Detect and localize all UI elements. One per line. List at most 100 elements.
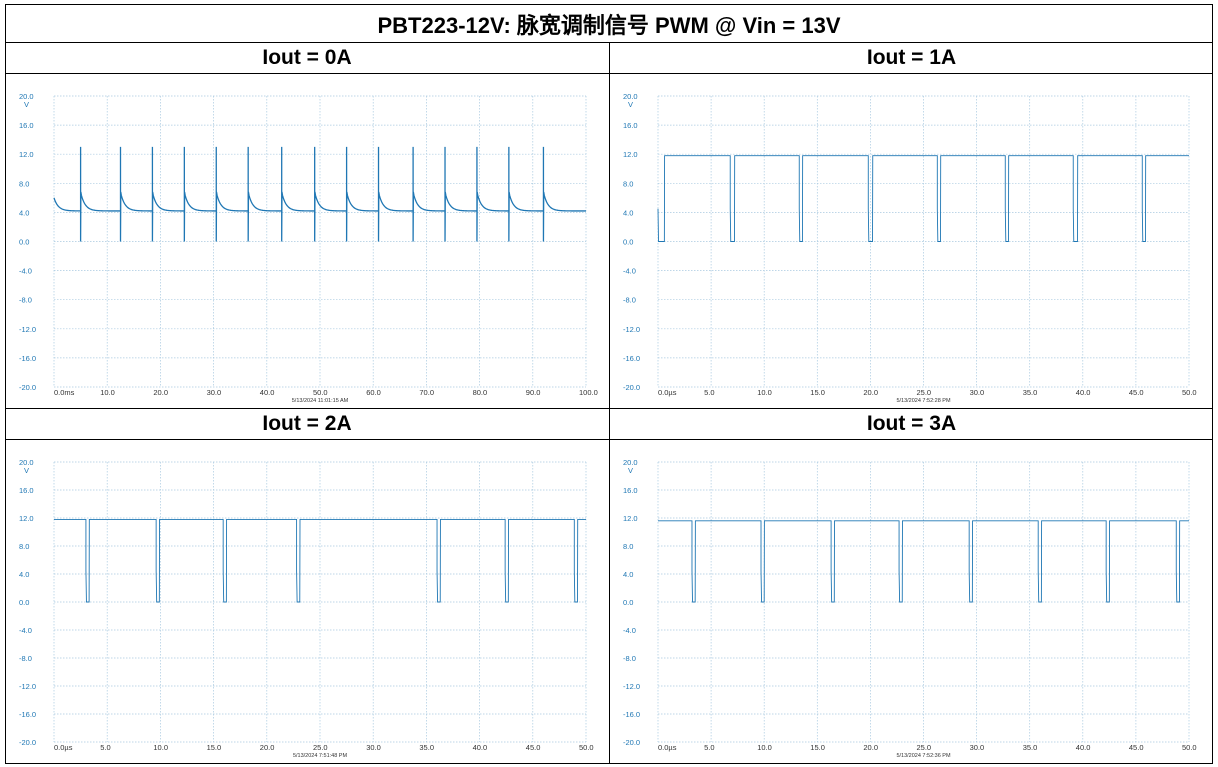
x-tick-label: 45.0 bbox=[526, 743, 541, 752]
x-tick-label: 0.0µs bbox=[658, 388, 677, 397]
y-tick-label: 12.0 bbox=[19, 150, 34, 159]
x-tick-label: 0.0µs bbox=[658, 743, 677, 752]
capture-timestamp: 5/13/2024 7:52:36 PM bbox=[896, 753, 951, 759]
y-tick-label: 4.0 bbox=[623, 570, 633, 579]
x-tick-label: 0.0µs bbox=[54, 743, 73, 752]
x-tick-label: 15.0 bbox=[810, 388, 825, 397]
x-tick-label: 10.0 bbox=[757, 743, 772, 752]
y-tick-label: -20.0 bbox=[623, 383, 640, 392]
x-tick-label: 100.0 bbox=[579, 388, 598, 397]
y-tick-label: 4.0 bbox=[623, 208, 633, 217]
y-tick-label: 0.0 bbox=[623, 598, 633, 607]
y-tick-label: 12.0 bbox=[623, 150, 638, 159]
x-tick-label: 25.0 bbox=[313, 743, 328, 752]
voltage-trace bbox=[657, 155, 1189, 242]
x-tick-label: 30.0 bbox=[207, 388, 222, 397]
x-tick-label: 10.0 bbox=[100, 388, 115, 397]
y-unit-label: V bbox=[24, 100, 29, 109]
x-tick-label: 40.0 bbox=[473, 743, 488, 752]
y-tick-label: -16.0 bbox=[19, 354, 36, 363]
y-tick-label: -12.0 bbox=[19, 325, 36, 334]
panel-label-0a: Iout = 0A bbox=[262, 45, 352, 69]
scope-svg: 20.0 16.0 12.0 8.0 4.0 0.0 -4.0 -8.0 -12.0 -16.0 -… bbox=[623, 92, 1197, 404]
x-tick-label: 90.0 bbox=[526, 388, 541, 397]
scope-svg: 20.0 16.0 12.0 8.0 4.0 0.0 -4.0 -8.0 -12.0 -16.0 -… bbox=[19, 458, 594, 759]
y-tick-label: 0.0 bbox=[623, 238, 633, 247]
y-tick-label: -4.0 bbox=[623, 626, 636, 635]
x-tick-label: 15.0 bbox=[207, 743, 222, 752]
y-tick-label: -12.0 bbox=[19, 682, 36, 691]
y-unit-label: V bbox=[628, 466, 633, 475]
y-tick-label: -4.0 bbox=[19, 626, 32, 635]
x-tick-label: 25.0 bbox=[917, 743, 932, 752]
y-tick-label: -16.0 bbox=[623, 710, 640, 719]
x-tick-label: 30.0 bbox=[970, 743, 985, 752]
y-tick-label: 8.0 bbox=[19, 179, 29, 188]
y-tick-label: 8.0 bbox=[19, 542, 29, 551]
y-tick-label: 20.0 bbox=[19, 458, 34, 467]
voltage-trace bbox=[53, 146, 586, 242]
y-tick-label: -20.0 bbox=[19, 383, 36, 392]
x-tick-label: 40.0 bbox=[260, 388, 275, 397]
x-tick-label: 0.0ms bbox=[54, 388, 75, 397]
y-tick-label: 16.0 bbox=[19, 121, 34, 130]
y-tick-label: 16.0 bbox=[623, 121, 638, 130]
y-tick-label: -4.0 bbox=[19, 267, 32, 276]
y-tick-label: 8.0 bbox=[623, 179, 633, 188]
y-tick-label: 20.0 bbox=[623, 458, 638, 467]
x-tick-label: 5.0 bbox=[704, 743, 714, 752]
x-tick-label: 50.0 bbox=[1182, 388, 1197, 397]
x-tick-label: 30.0 bbox=[970, 388, 985, 397]
panel-label-3a: Iout = 3A bbox=[866, 411, 957, 435]
y-tick-label: -20.0 bbox=[19, 738, 36, 747]
x-tick-label: 50.0 bbox=[1182, 743, 1197, 752]
y-tick-label: 20.0 bbox=[623, 92, 638, 101]
y-tick-label: 0.0 bbox=[19, 598, 29, 607]
y-tick-label: 4.0 bbox=[19, 570, 29, 579]
x-tick-label: 35.0 bbox=[1023, 743, 1038, 752]
x-tick-label: 35.0 bbox=[419, 743, 434, 752]
x-tick-label: 10.0 bbox=[757, 388, 772, 397]
y-tick-label: -16.0 bbox=[19, 710, 36, 719]
voltage-trace bbox=[54, 518, 586, 603]
y-tick-label: -8.0 bbox=[623, 296, 636, 305]
capture-timestamp: 5/13/2024 7:51:48 PM bbox=[293, 753, 348, 759]
y-tick-label: -8.0 bbox=[19, 654, 32, 663]
y-tick-label: 16.0 bbox=[19, 486, 34, 495]
x-tick-label: 5.0 bbox=[704, 388, 714, 397]
y-tick-label: 4.0 bbox=[19, 208, 29, 217]
x-tick-label: 25.0 bbox=[917, 388, 932, 397]
x-tick-label: 70.0 bbox=[419, 388, 434, 397]
x-tick-label: 10.0 bbox=[153, 743, 168, 752]
scope-plot-3a: 20.0 16.0 12.0 8.0 4.0 0.0 -4.0 -8.0 -12.0 -16.0 -… bbox=[610, 440, 1212, 763]
y-tick-label: 12.0 bbox=[19, 514, 34, 523]
scope-svg: 20.0 16.0 12.0 8.0 4.0 0.0 -4.0 -8.0 -12.0 -16.0 -… bbox=[19, 92, 598, 404]
x-tick-label: 35.0 bbox=[1023, 388, 1038, 397]
x-tick-label: 45.0 bbox=[1129, 743, 1144, 752]
x-tick-label: 20.0 bbox=[863, 388, 878, 397]
x-tick-label: 50.0 bbox=[579, 743, 594, 752]
y-tick-label: 20.0 bbox=[19, 92, 34, 101]
x-tick-label: 40.0 bbox=[1076, 743, 1091, 752]
y-tick-label: -8.0 bbox=[623, 654, 636, 663]
y-tick-label: -16.0 bbox=[623, 354, 640, 363]
scope-plot-1a: 20.0 16.0 12.0 8.0 4.0 0.0 -4.0 -8.0 -12.0 -16.0 -… bbox=[610, 74, 1212, 408]
y-tick-label: -12.0 bbox=[623, 325, 640, 334]
capture-timestamp: 5/13/2024 7:52:28 PM bbox=[896, 398, 951, 404]
y-tick-label: 12.0 bbox=[623, 514, 638, 523]
y-tick-label: 16.0 bbox=[623, 486, 638, 495]
scope-plot-2a: 20.0 16.0 12.0 8.0 4.0 0.0 -4.0 -8.0 -12.0 -16.0 -… bbox=[6, 440, 609, 763]
y-unit-label: V bbox=[24, 466, 29, 475]
y-tick-label: -12.0 bbox=[623, 682, 640, 691]
voltage-trace bbox=[658, 520, 1189, 603]
y-unit-label: V bbox=[628, 100, 633, 109]
x-tick-label: 50.0 bbox=[313, 388, 328, 397]
x-tick-label: 45.0 bbox=[1129, 388, 1144, 397]
x-tick-label: 15.0 bbox=[810, 743, 825, 752]
x-tick-label: 30.0 bbox=[366, 743, 381, 752]
y-tick-label: -20.0 bbox=[623, 738, 640, 747]
x-tick-label: 20.0 bbox=[153, 388, 168, 397]
y-tick-label: -8.0 bbox=[19, 296, 32, 305]
x-tick-label: 40.0 bbox=[1076, 388, 1091, 397]
x-tick-label: 80.0 bbox=[473, 388, 488, 397]
